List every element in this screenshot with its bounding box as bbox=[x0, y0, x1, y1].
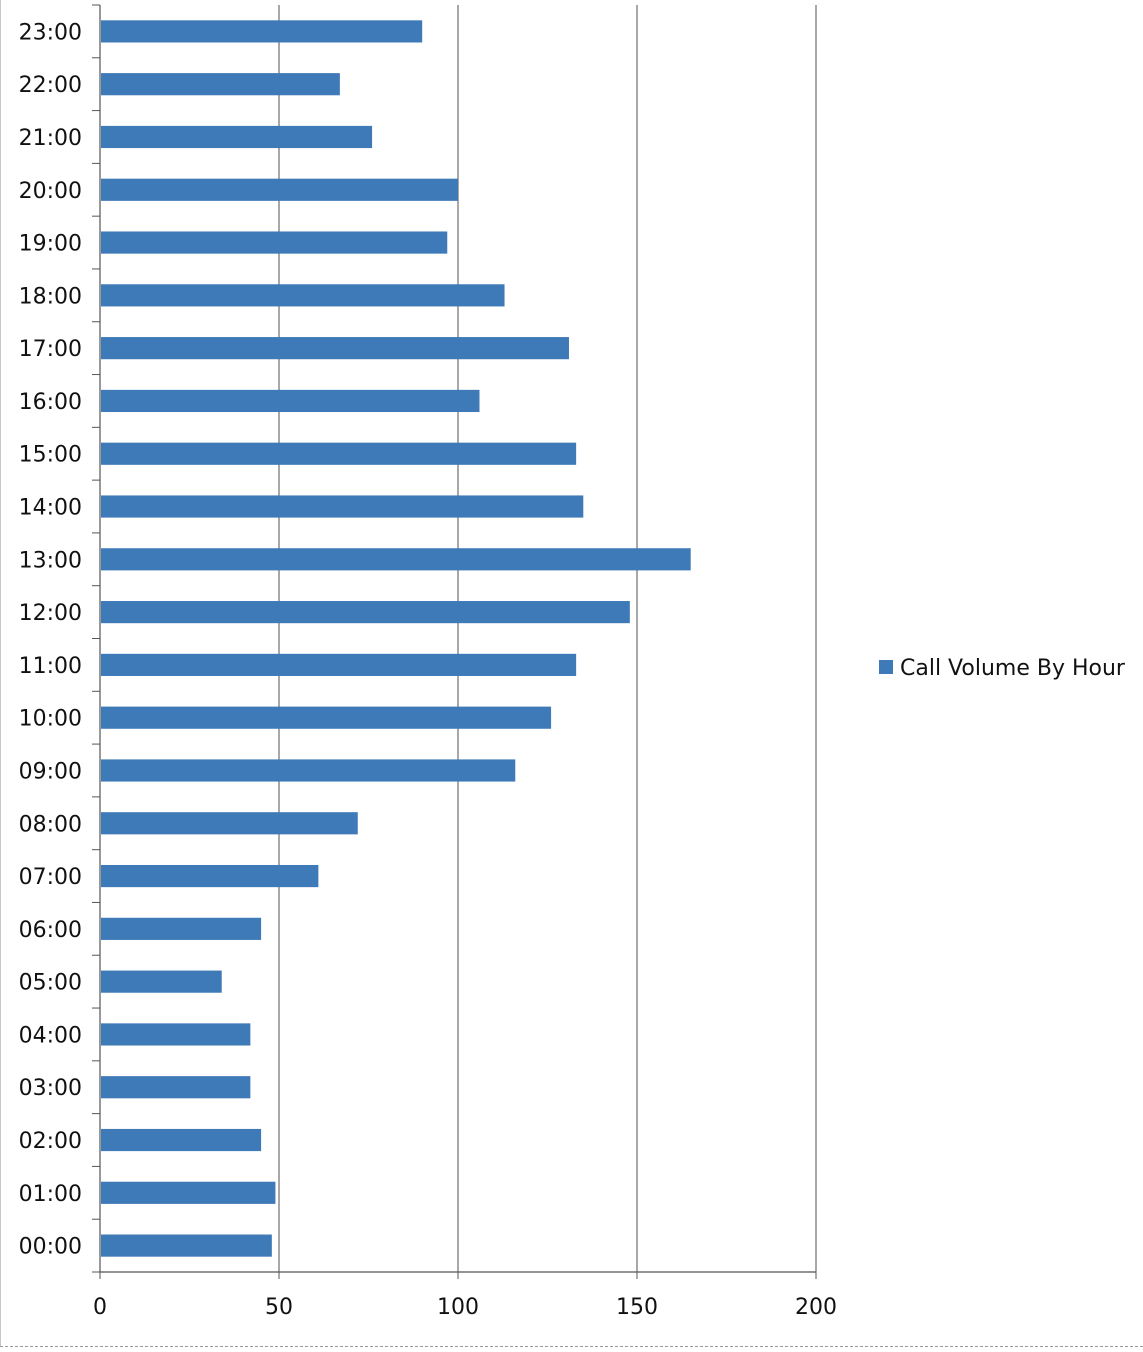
bar-0400 bbox=[101, 1023, 251, 1046]
category-label-0400: 04:00 bbox=[19, 1023, 82, 1048]
page-bottom-border bbox=[0, 1346, 1143, 1347]
bar-0000 bbox=[101, 1234, 272, 1257]
bar-1200 bbox=[101, 601, 630, 624]
category-label-1800: 18:00 bbox=[19, 284, 82, 309]
category-label-0200: 02:00 bbox=[19, 1129, 82, 1154]
category-label-0100: 01:00 bbox=[19, 1182, 82, 1207]
bar-2200 bbox=[101, 73, 340, 96]
category-label-2300: 23:00 bbox=[19, 20, 82, 45]
bar-0800 bbox=[101, 812, 358, 835]
category-label-1500: 15:00 bbox=[19, 443, 82, 468]
bar-1800 bbox=[101, 284, 505, 307]
legend-label: Call Volume By Hour bbox=[900, 656, 1126, 681]
bar-2300 bbox=[101, 20, 423, 43]
category-label-2000: 20:00 bbox=[19, 179, 82, 204]
bar-1000 bbox=[101, 706, 552, 729]
bar-0700 bbox=[101, 864, 319, 888]
category-label-1900: 19:00 bbox=[19, 232, 82, 257]
x-tick-label-100: 100 bbox=[437, 1295, 479, 1320]
axes bbox=[92, 4, 817, 1279]
legend-swatch bbox=[879, 660, 893, 674]
bar-0600 bbox=[101, 917, 262, 940]
category-label-1300: 13:00 bbox=[19, 548, 82, 573]
category-label-1000: 10:00 bbox=[19, 707, 82, 732]
category-label-2100: 21:00 bbox=[19, 126, 82, 151]
category-label-1200: 12:00 bbox=[19, 601, 82, 626]
category-label-0600: 06:00 bbox=[19, 918, 82, 943]
bar-1400 bbox=[101, 495, 584, 518]
category-label-2200: 22:00 bbox=[19, 73, 82, 98]
gridlines bbox=[278, 5, 817, 1272]
category-labels: 00:00 01:00 02:00 03:00 04:00 05:00 06:00 07:00… bbox=[19, 20, 82, 1259]
x-tick-labels: 0 50 100 150 200 bbox=[93, 1295, 837, 1320]
category-label-1700: 17:00 bbox=[19, 337, 82, 362]
bar-1300 bbox=[101, 548, 691, 571]
x-tick-label-200: 200 bbox=[795, 1295, 837, 1320]
bar-2100 bbox=[101, 125, 373, 149]
page-left-border bbox=[0, 0, 1, 1346]
bar-1900 bbox=[101, 231, 448, 254]
bar-0300 bbox=[101, 1076, 251, 1099]
bar-1600 bbox=[101, 389, 480, 413]
category-label-0800: 08:00 bbox=[19, 812, 82, 837]
bar-2000 bbox=[101, 178, 458, 201]
bar-0200 bbox=[101, 1128, 262, 1152]
x-tick-label-50: 50 bbox=[265, 1295, 293, 1320]
category-label-1600: 16:00 bbox=[19, 390, 82, 415]
bar-0900 bbox=[101, 759, 516, 782]
bars bbox=[101, 20, 691, 1257]
category-label-1100: 11:00 bbox=[19, 654, 82, 679]
category-label-0700: 07:00 bbox=[19, 865, 82, 890]
bar-1100 bbox=[101, 653, 577, 676]
bar-0100 bbox=[101, 1181, 276, 1204]
category-label-0500: 05:00 bbox=[19, 971, 82, 996]
bar-0500 bbox=[101, 970, 222, 993]
category-label-0900: 09:00 bbox=[19, 759, 82, 784]
x-tick-label-150: 150 bbox=[616, 1295, 658, 1320]
category-label-1400: 14:00 bbox=[19, 496, 82, 521]
category-label-0000: 00:00 bbox=[19, 1235, 82, 1260]
bar-1500 bbox=[101, 442, 577, 465]
category-label-0300: 03:00 bbox=[19, 1076, 82, 1101]
legend: Call Volume By Hour bbox=[879, 656, 1126, 681]
bar-1700 bbox=[101, 337, 569, 360]
x-tick-label-0: 0 bbox=[93, 1295, 107, 1320]
